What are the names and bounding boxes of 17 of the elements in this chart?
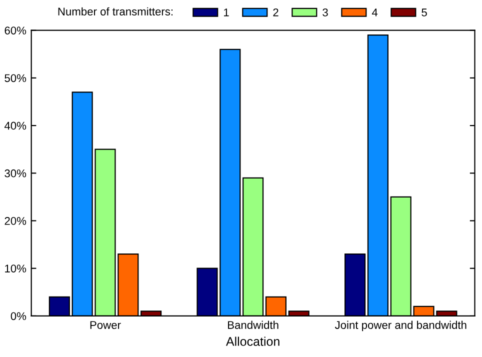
x-tick-label: Joint power and bandwidth (334, 320, 466, 332)
legend-label: 5 (422, 8, 427, 16)
x-tick-label: Power (90, 321, 121, 329)
y-tick-label: 30% (4, 169, 26, 178)
y-tick-label: 60% (4, 26, 26, 34)
y-tick-label: 50% (4, 74, 26, 82)
legend-label: 1 (224, 8, 229, 16)
y-tick-label: 40% (4, 122, 26, 130)
y-tick-label: 20% (4, 217, 26, 225)
legend-label: 3 (322, 8, 328, 16)
legend-label: 4 (372, 8, 378, 16)
x-axis-title: Allocation (226, 336, 280, 346)
legend-label: 2 (273, 8, 278, 16)
y-tick-label: 10% (5, 264, 26, 272)
x-tick-label: Bandwidth (228, 320, 278, 329)
y-tick-label: 0% (10, 312, 26, 320)
legend-title: Number of transmitters: (58, 7, 173, 16)
